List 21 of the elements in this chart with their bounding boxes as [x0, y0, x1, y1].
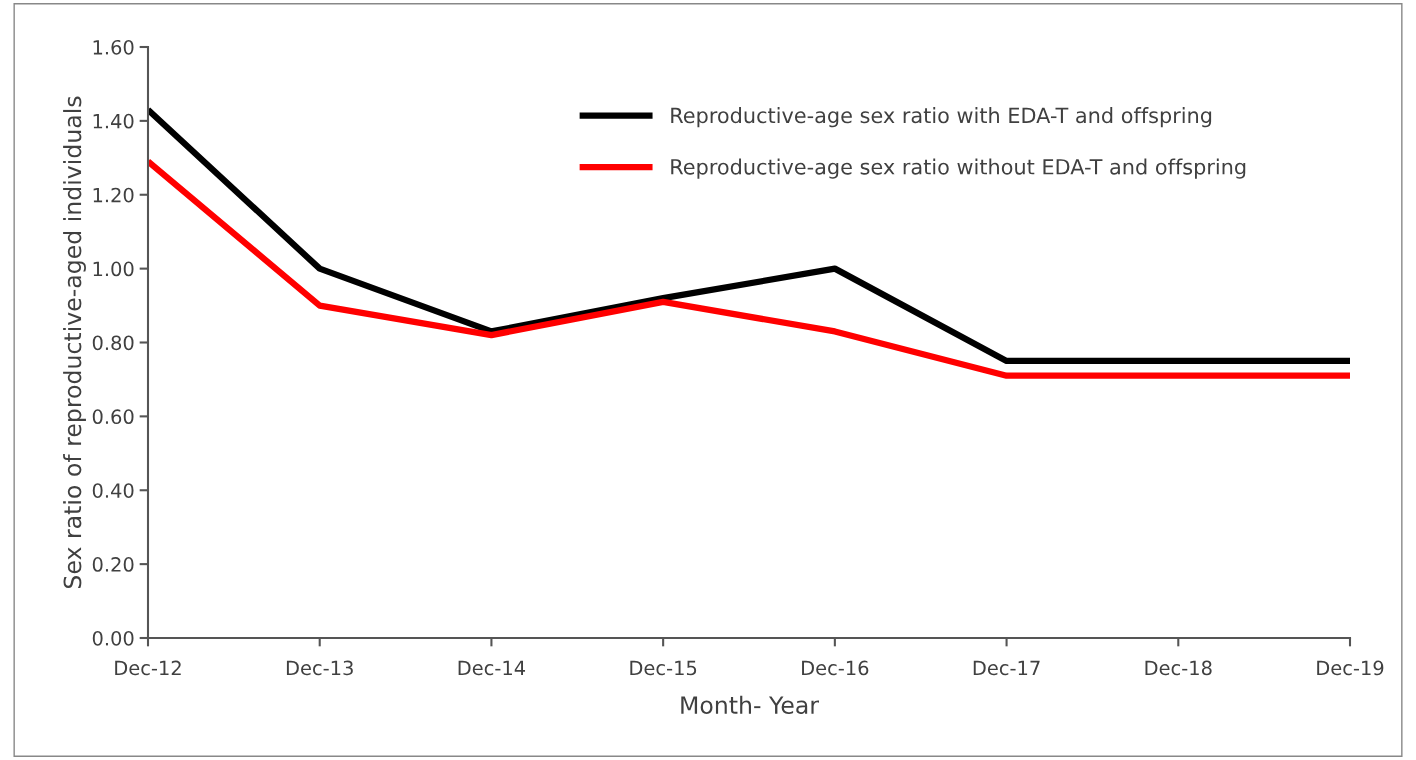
y-axis-title: Sex ratio of reproductive-aged individuals: [63, 96, 86, 589]
y-tick-label: 0.60: [92, 409, 134, 425]
x-tick-label: Dec-19: [1317, 660, 1384, 676]
y-tick-label: 0.00: [92, 630, 134, 646]
y-tick-label: 1.00: [93, 261, 134, 277]
x-tick-label: Dec-17: [973, 660, 1040, 676]
y-tick-label: 0.80: [92, 335, 134, 351]
y-tick-label: 0.20: [92, 557, 134, 572]
y-tick-label: 0.40: [92, 483, 134, 498]
x-tick-label: Dec-18: [1145, 660, 1212, 676]
x-tick-label: Dec-15: [630, 660, 697, 676]
x-tick-label: Dec-12: [115, 660, 181, 676]
x-tick-label: Dec-14: [458, 660, 526, 676]
x-tick-label: Dec-16: [802, 660, 869, 676]
legend-label: Reproductive-age sex ratio without EDA-T and offspring: [671, 158, 1246, 179]
x-tick-label: Dec-13: [286, 660, 353, 676]
y-tick-label: 1.40: [93, 113, 134, 129]
y-tick-label: 1.60: [93, 39, 134, 55]
x-axis-title: Month- Year: [681, 695, 820, 714]
y-tick-label: 1.20: [93, 187, 134, 203]
legend-label: Reproductive-age sex ratio with EDA-T and offspring: [671, 107, 1212, 128]
